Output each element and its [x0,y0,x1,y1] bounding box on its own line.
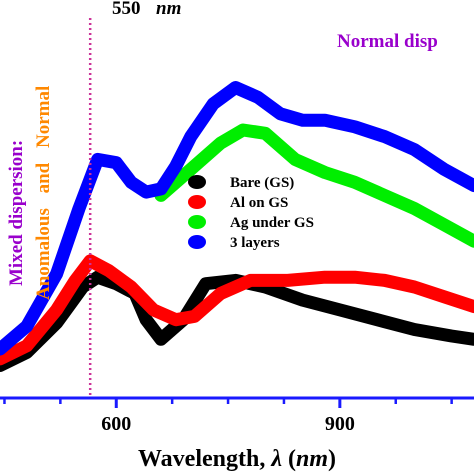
series-layer [0,81,474,372]
x-axis-label-open: ( [282,446,296,472]
reference-label-unit: nm [156,0,181,19]
mixed-dispersion-annotation-line2: Anomalous and Normal [33,86,54,300]
reference-label-value: 550 [112,0,141,19]
normal-dispersion-annotation: Normal disp [337,31,438,52]
x-axis-label-unit: nm [296,446,328,472]
legend-marker-3 [188,235,206,249]
legend-label-1: Al on GS [230,195,288,211]
anomalous-text: Anomalous [33,208,54,300]
mixed-dispersion-annotation-line1: Mixed dispersion: [6,140,27,286]
x-axis-label-close: ) [328,446,336,472]
legend: Bare (GS) Al on GS Ag under GS 3 layers [188,175,314,251]
normal-text: Normal [33,86,54,148]
x-tick-label-0: 600 [101,413,131,435]
x-axis-label-symbol: λ [270,446,282,472]
svg-text:Anomalous and Norm: Anomalous and Normal [33,86,54,300]
legend-label-2: Ag under GS [230,215,314,231]
mixed-dispersion-text: Mixed dispersion: [6,140,27,286]
x-tick-label-1: 900 [325,413,355,435]
legend-marker-1 [188,195,206,209]
x-axis-label-main: Wavelength, [138,446,271,472]
legend-label-0: Bare (GS) [230,175,294,191]
legend-marker-2 [188,215,206,229]
legend-marker-0 [188,175,206,189]
x-axis-ticks: 600 900 [3,398,453,435]
series-line-3 [0,81,474,356]
legend-label-3: 3 layers [230,235,280,251]
series-line-2 [154,123,474,248]
reference-line-label: 550 nm [112,0,181,19]
series-line-1 [0,254,474,366]
and-text: and [33,162,54,193]
x-axis-label: Wavelength, λ (nm) [138,446,336,472]
